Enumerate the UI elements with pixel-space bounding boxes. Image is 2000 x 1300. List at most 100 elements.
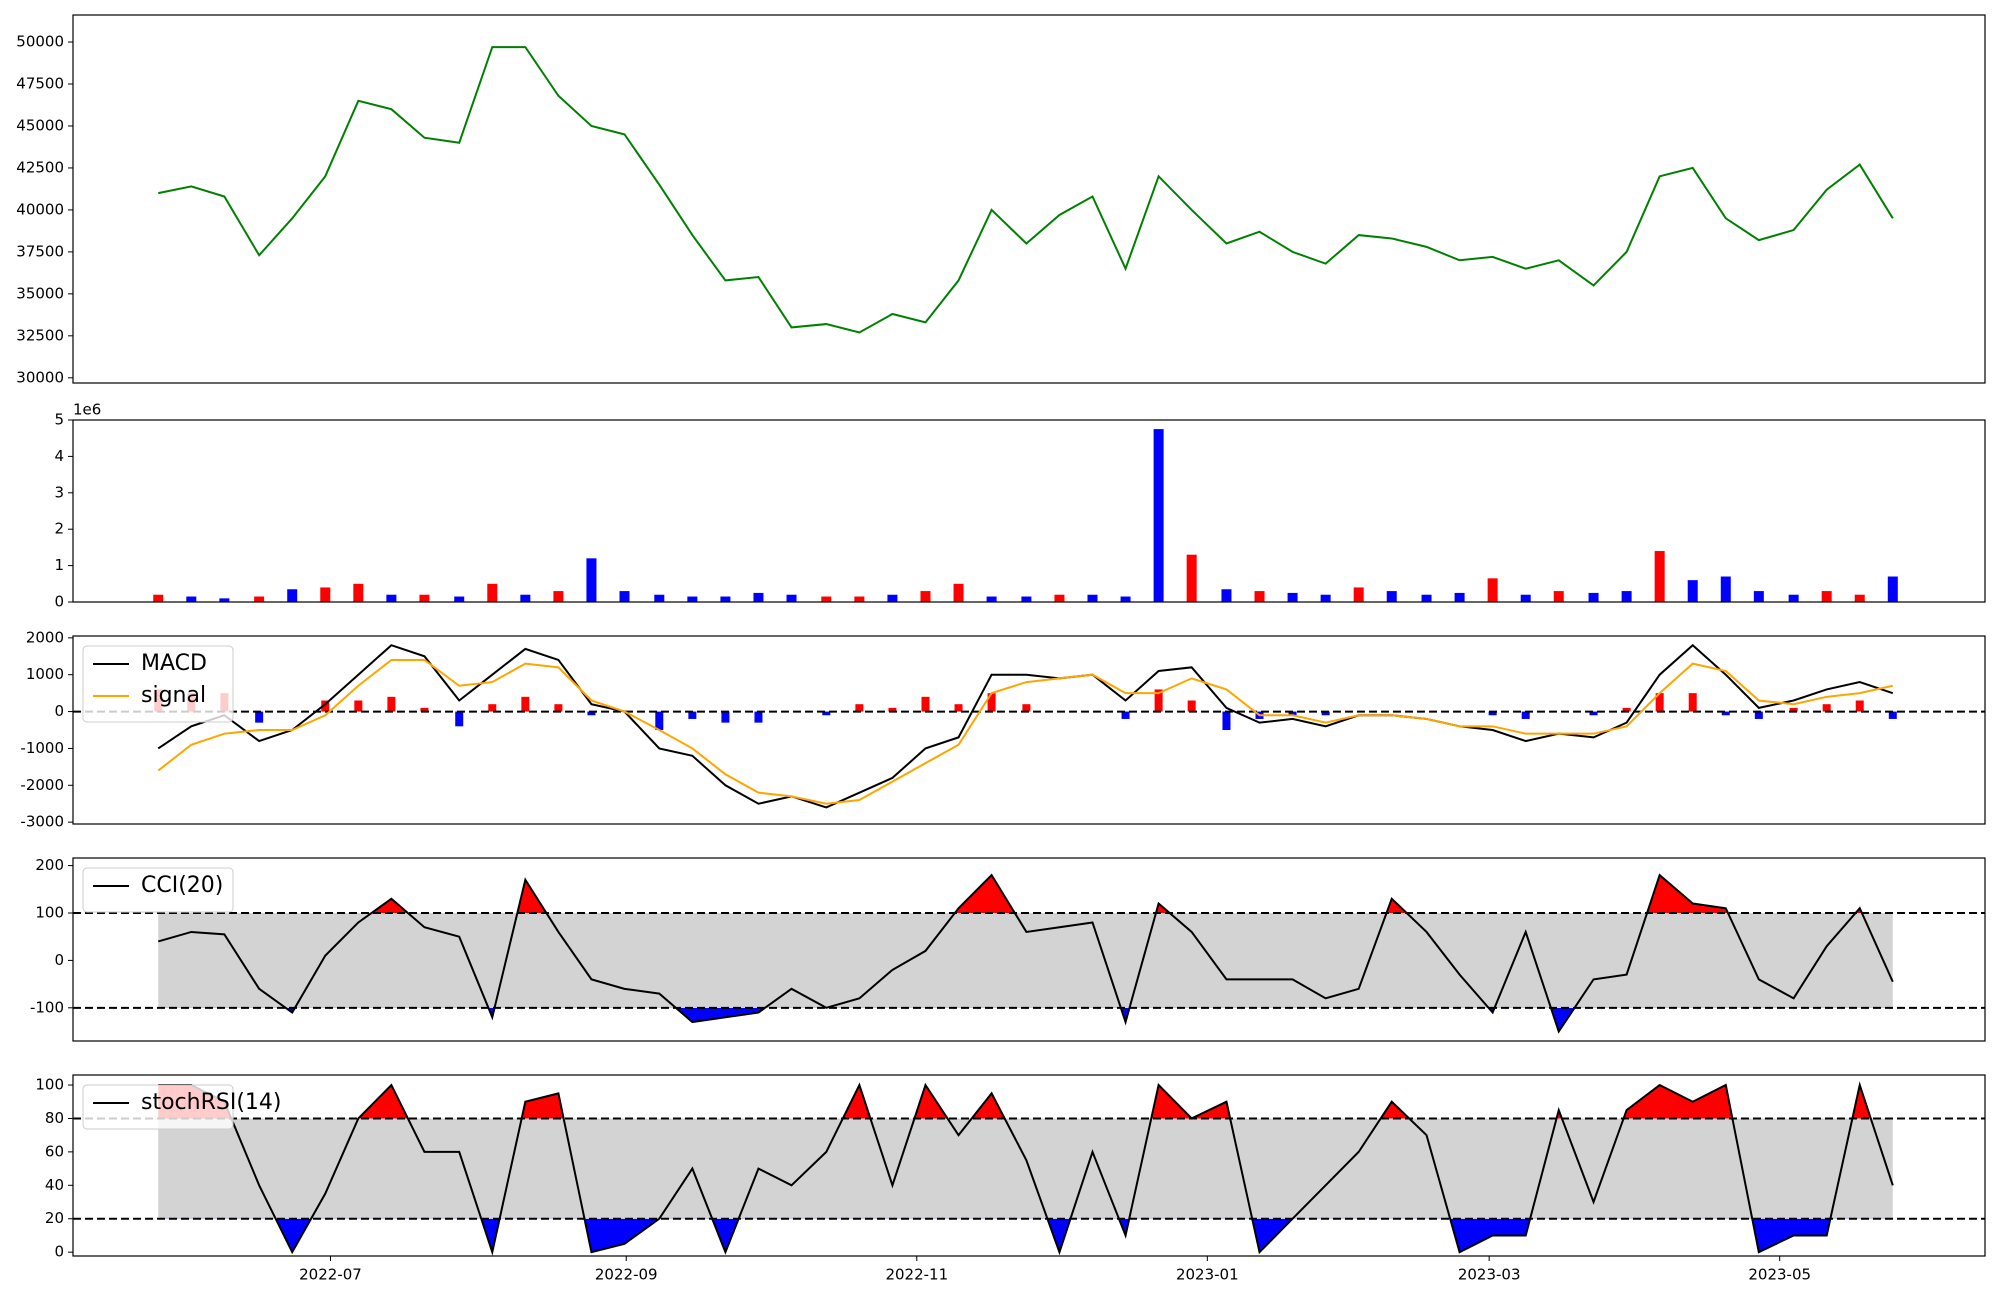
y-tick-label: 45000 [16, 116, 64, 134]
volume-bar [619, 591, 630, 602]
histogram-bar [1187, 700, 1196, 712]
histogram-bar [321, 700, 330, 712]
band-fill [158, 912, 1893, 1008]
y-tick-label: 0 [54, 951, 64, 969]
y-tick-label: 1000 [26, 665, 64, 683]
histogram-bar [688, 711, 697, 719]
histogram-bar [1521, 711, 1530, 719]
volume-bar [1021, 596, 1032, 602]
y-tick-label: 2 [54, 520, 64, 538]
histogram-bar [420, 707, 429, 712]
volume-bar [487, 583, 498, 602]
volume-bar [1221, 589, 1232, 602]
histogram-bar [1721, 711, 1730, 716]
volume-bar [254, 596, 265, 602]
volume-bar [1087, 594, 1098, 602]
series-line [158, 46, 1894, 334]
oversold-fill [275, 1218, 1831, 1253]
volume-bar [687, 596, 698, 602]
volume-bar [553, 591, 564, 602]
y-tick-label: 2000 [26, 628, 64, 646]
x-tick-label: 2022-11 [885, 1266, 948, 1284]
y-tick-label: -1000 [20, 739, 64, 757]
histogram-bar [1154, 689, 1163, 712]
offset-label: 1e6 [73, 401, 101, 419]
histogram-bar [387, 696, 396, 712]
y-tick-label: 100 [35, 903, 64, 921]
volume-bar [1054, 594, 1065, 602]
histogram-bar [721, 711, 730, 723]
volume-bar [1588, 592, 1599, 602]
y-tick-label: 0 [54, 1243, 64, 1261]
histogram-bar [987, 693, 996, 712]
legend-label: signal [141, 683, 206, 708]
histogram-bar [1754, 711, 1763, 719]
histogram-bar [754, 711, 763, 723]
y-tick-label: 1 [54, 556, 64, 574]
histogram-bar [822, 711, 831, 716]
volume-bar [1821, 591, 1832, 602]
volume-bar [1320, 594, 1331, 602]
histogram-bar [1688, 693, 1697, 712]
volume-bar [1153, 429, 1164, 602]
volume-bar [1553, 591, 1564, 602]
x-tick-label: 2022-07 [299, 1266, 362, 1284]
volume-bar [1753, 591, 1764, 602]
volume-bar [1421, 594, 1432, 602]
volume-bar [520, 594, 531, 602]
histogram-bar [554, 704, 563, 712]
histogram-bar [954, 704, 963, 712]
histogram-bar [921, 696, 930, 712]
y-tick-label: 32500 [16, 326, 64, 344]
volume-bar [1687, 580, 1698, 602]
plot-frame [72, 857, 1986, 1042]
plot-frame [72, 14, 1986, 384]
legend-box [82, 1084, 234, 1130]
histogram-bar [1222, 711, 1231, 730]
volume-bar [1487, 578, 1498, 602]
histogram-bar [1288, 711, 1297, 716]
volume-bar [186, 596, 197, 602]
histogram-bar [1822, 704, 1831, 712]
histogram-bar [255, 711, 264, 723]
series-line [158, 1081, 1894, 1256]
legend-label: MACD [141, 651, 207, 676]
x-tick-label: 2023-03 [1458, 1266, 1521, 1284]
y-tick-label: 100 [35, 1076, 64, 1094]
volume-bar [1454, 592, 1465, 602]
y-tick-label: 40 [45, 1176, 64, 1194]
plot-frame [72, 1074, 1986, 1257]
band-fill [158, 1118, 1893, 1219]
series-line [157, 643, 1894, 809]
y-tick-label: 50000 [16, 33, 64, 51]
series-line [157, 873, 1894, 1034]
volume-bar [1720, 576, 1731, 602]
histogram-bar [521, 696, 530, 712]
y-tick-label: 42500 [16, 158, 64, 176]
histogram-bar [888, 707, 897, 712]
y-tick-label: 3 [54, 483, 64, 501]
y-tick-label: 47500 [16, 75, 64, 93]
volume-bar [720, 596, 731, 602]
y-tick-label: 60 [45, 1142, 64, 1160]
histogram-bar [1888, 711, 1897, 719]
volume-bar [1186, 554, 1197, 602]
volume-bar [1353, 587, 1364, 602]
histogram-bar [1655, 693, 1664, 712]
volume-bar [1520, 594, 1531, 602]
volume-bar [654, 594, 665, 602]
y-tick-label: 20 [45, 1209, 64, 1227]
y-tick-label: 40000 [16, 200, 64, 218]
overbought-fill [371, 875, 1862, 913]
histogram-bar [1022, 704, 1031, 712]
volume-bar [1887, 576, 1898, 602]
x-tick-label: 2022-09 [595, 1266, 658, 1284]
volume-bar [1287, 592, 1298, 602]
y-tick-label: 0 [54, 702, 64, 720]
y-tick-label: 35000 [16, 284, 64, 302]
y-tick-label: 5 [54, 411, 64, 429]
histogram-bar [1855, 700, 1864, 712]
histogram-bar [587, 711, 596, 716]
histogram-bar [1121, 711, 1130, 719]
